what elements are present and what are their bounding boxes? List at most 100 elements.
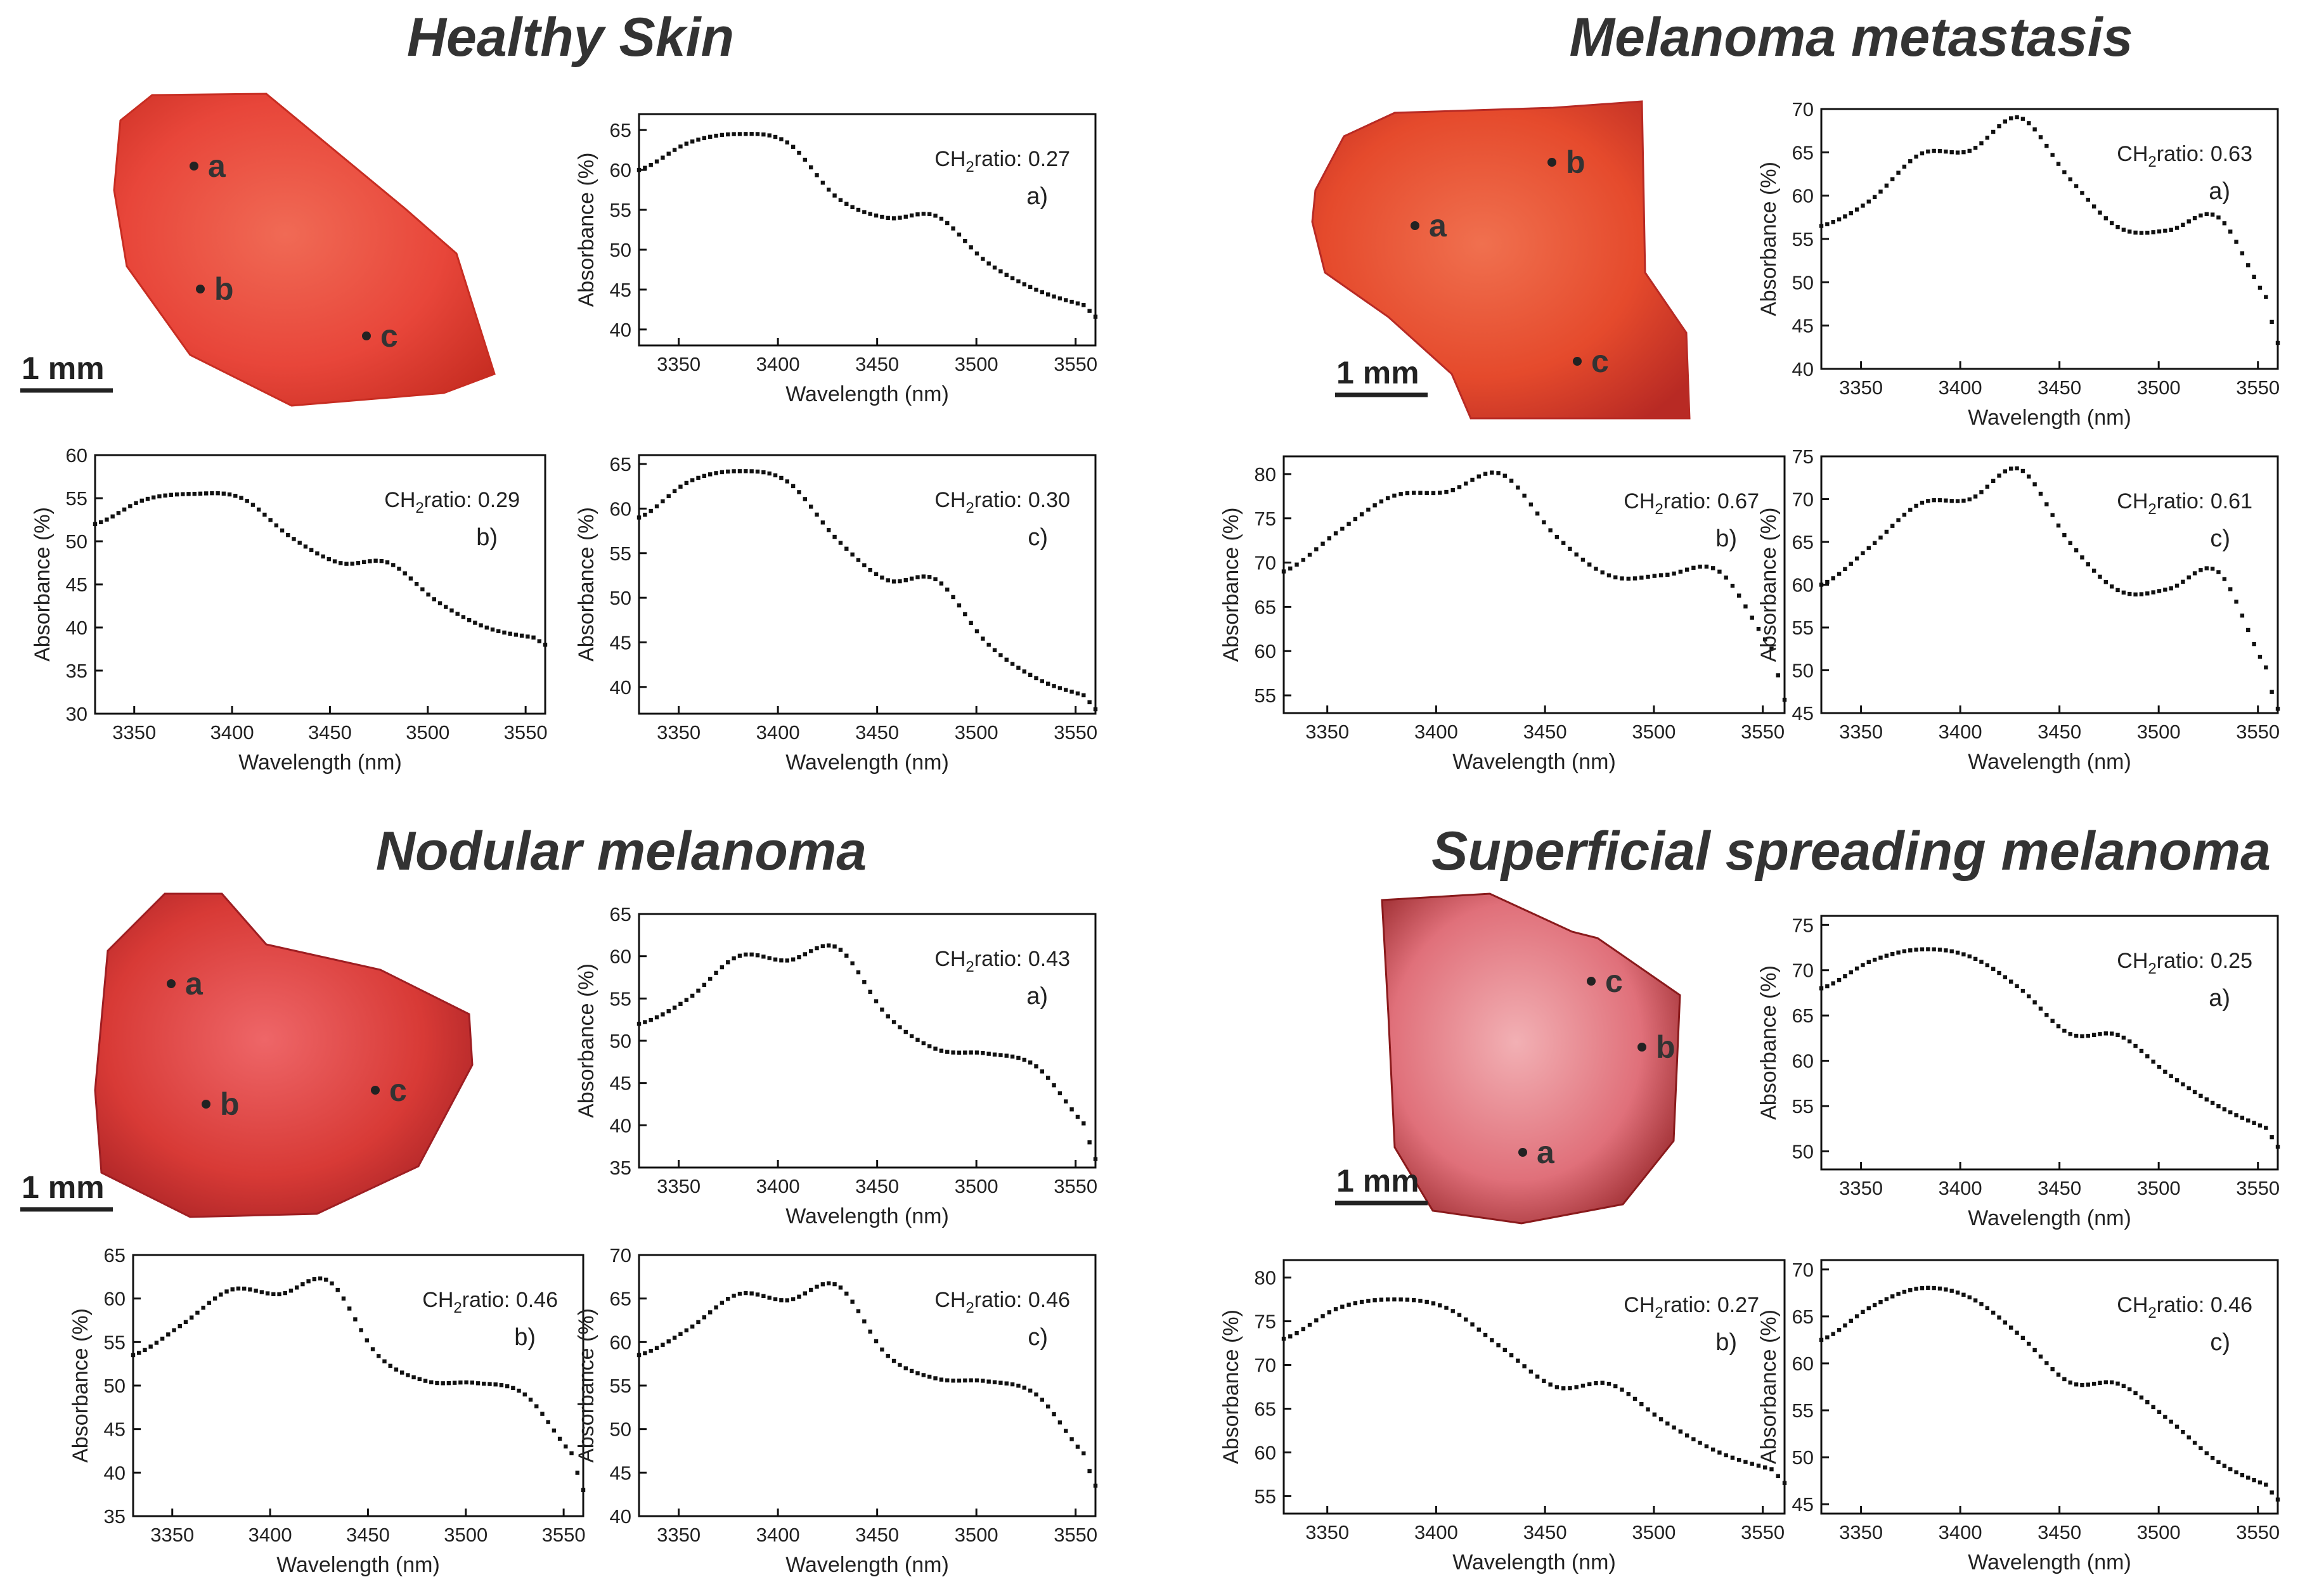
data-point — [749, 132, 754, 136]
data-point — [767, 1296, 772, 1300]
data-point — [1064, 298, 1068, 302]
data-point — [1034, 676, 1038, 681]
data-point — [1347, 522, 1351, 526]
y-tick-label: 45 — [66, 574, 87, 596]
data-point — [654, 1346, 659, 1350]
data-point — [1861, 1310, 1865, 1315]
y-tick-label: 50 — [1792, 1446, 1814, 1469]
data-point — [684, 141, 689, 146]
sample-point-marker — [1518, 1148, 1527, 1157]
data-point — [1450, 487, 1455, 492]
data-point — [1052, 1412, 1056, 1417]
x-axis-label: Wavelength (nm) — [785, 382, 949, 406]
data-point — [2228, 587, 2233, 591]
data-point — [927, 575, 932, 579]
data-point — [720, 1301, 725, 1305]
data-point — [1849, 970, 1853, 975]
data-point — [1949, 150, 1954, 155]
data-point — [1087, 700, 1092, 705]
x-tick-label: 3550 — [2236, 1177, 2280, 1199]
data-point — [2163, 228, 2167, 233]
data-point — [2204, 566, 2209, 570]
scale-bar-label: 1 mm — [1336, 355, 1419, 390]
sample-point-label-a: a — [208, 148, 226, 184]
data-point — [1658, 1417, 1663, 1422]
x-axis-label: Wavelength (nm) — [785, 1204, 949, 1228]
data-point — [2151, 1405, 2155, 1410]
y-tick-label: 60 — [104, 1288, 126, 1310]
data-point — [1878, 190, 1883, 194]
data-point — [2192, 216, 2197, 221]
data-point — [1730, 1455, 1735, 1460]
data-point — [690, 139, 695, 144]
data-point — [903, 214, 908, 219]
data-point — [1937, 948, 1942, 952]
data-point — [1057, 686, 1062, 690]
data-point — [2121, 1384, 2126, 1388]
x-tick-label: 3500 — [444, 1524, 488, 1546]
data-point — [385, 560, 390, 565]
y-tick-label: 60 — [610, 1331, 631, 1353]
data-point — [2169, 228, 2173, 232]
data-point — [1652, 574, 1657, 578]
panel-letter: c) — [1028, 1324, 1048, 1351]
data-point — [2003, 119, 2008, 124]
data-point — [1920, 500, 1925, 505]
data-point — [998, 1053, 1003, 1057]
data-point — [2174, 226, 2180, 230]
data-point — [1359, 1299, 1364, 1304]
y-tick-label: 65 — [610, 903, 631, 925]
data-point — [1866, 960, 1871, 965]
data-point — [939, 216, 944, 221]
data-point — [986, 1052, 991, 1056]
data-point — [2080, 1382, 2084, 1387]
data-point — [1028, 1388, 1033, 1393]
panel-letter: a) — [1026, 983, 1048, 1010]
data-point — [2044, 1013, 2049, 1017]
data-point — [827, 1281, 831, 1285]
data-point — [1854, 1314, 1859, 1318]
data-point — [134, 501, 138, 505]
data-point — [1837, 217, 1842, 222]
data-point — [1825, 222, 1830, 226]
x-tick-label: 3500 — [955, 1175, 998, 1197]
data-point — [1613, 575, 1618, 580]
data-point — [2128, 1387, 2132, 1392]
ratio-suffix: ratio: — [974, 488, 1028, 512]
data-point — [2086, 1382, 2090, 1387]
data-point — [303, 544, 308, 549]
data-point — [1327, 1310, 1332, 1315]
data-point — [636, 515, 642, 520]
data-point — [242, 1286, 247, 1291]
data-point — [2264, 1126, 2268, 1130]
y-tick-label: 40 — [66, 617, 87, 639]
data-point — [856, 1309, 861, 1313]
data-point — [1554, 1385, 1560, 1389]
y-tick-label: 40 — [610, 319, 631, 341]
data-point — [1045, 1404, 1050, 1409]
ratio-value: 0.27 — [1028, 147, 1070, 171]
ch2-ratio-label: CH2ratio: 0.43 — [934, 947, 1070, 975]
data-point — [1052, 294, 1056, 299]
y-axis-label: Absorbance (%) — [574, 153, 598, 307]
x-axis-label: Wavelength (nm) — [785, 1553, 949, 1577]
ratio-suffix: ratio: — [974, 947, 1028, 971]
data-point — [1438, 1303, 1442, 1308]
y-tick-label: 50 — [610, 1419, 631, 1441]
data-point — [1902, 1289, 1907, 1294]
chart-1-c: 3350 3400 3450 3500 3550 45 50 55 60 65 70 75 Wavele… — [1757, 446, 2280, 774]
data-point — [470, 1380, 475, 1385]
data-point — [2121, 1035, 2126, 1040]
data-point — [2128, 229, 2132, 234]
data-point — [643, 512, 647, 517]
data-point — [945, 1378, 950, 1382]
data-point — [1884, 1297, 1889, 1301]
y-tick-label: 70 — [610, 1244, 631, 1266]
data-point — [2098, 1380, 2102, 1385]
data-point — [1724, 576, 1728, 580]
data-point — [479, 623, 483, 627]
data-point — [1301, 1327, 1305, 1332]
data-point — [1991, 1310, 1996, 1315]
data-point — [2252, 641, 2256, 647]
data-point — [1087, 1140, 1092, 1145]
